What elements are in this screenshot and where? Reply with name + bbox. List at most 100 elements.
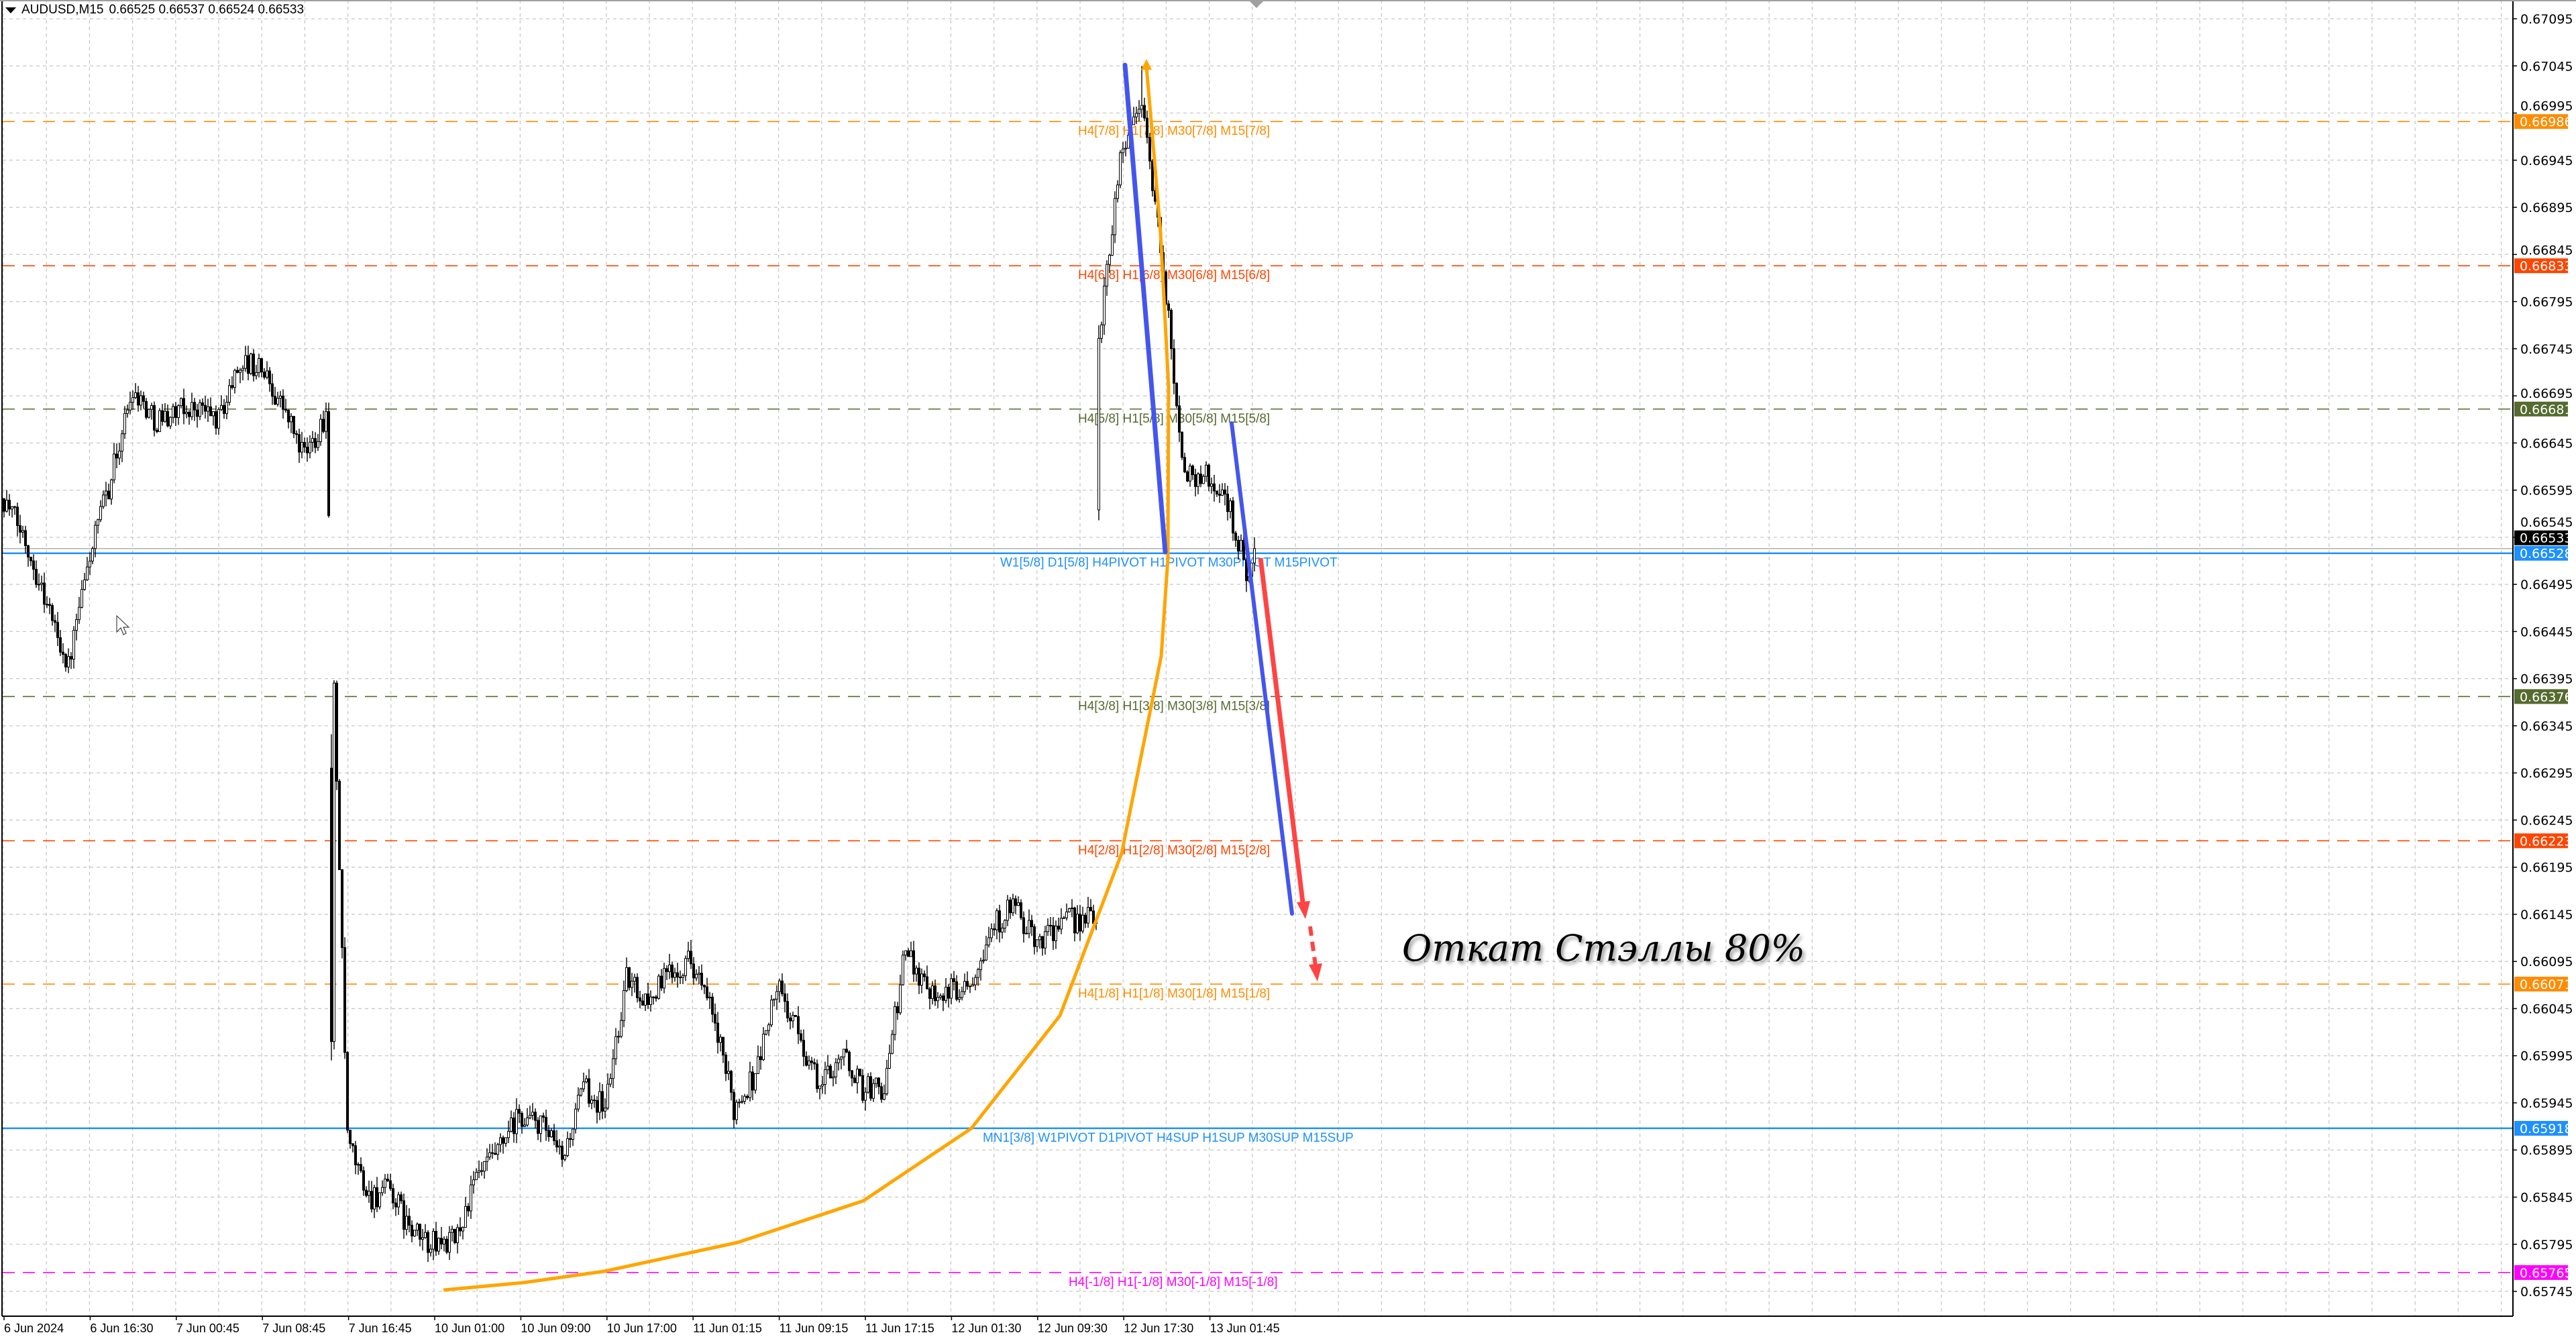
- candle: [290, 413, 292, 433]
- candle: [810, 1057, 813, 1071]
- candle: [357, 1162, 360, 1175]
- candle: [1079, 904, 1081, 941]
- candle: [1232, 496, 1234, 541]
- candle: [314, 432, 317, 453]
- candle: [38, 573, 40, 591]
- candle: [652, 996, 655, 1005]
- candle: [99, 500, 102, 523]
- candle: [832, 1070, 835, 1087]
- candle: [684, 955, 687, 981]
- candle: [1148, 133, 1151, 170]
- candle: [432, 1228, 435, 1261]
- candle: [402, 1193, 405, 1239]
- level-price-badge: 0.66223: [2514, 833, 2573, 849]
- candle: [443, 1236, 445, 1252]
- level-label: H4[2/8] H1[2/8] M30[2/8] M15[2/8]: [1078, 843, 1270, 857]
- candle: [1004, 919, 1006, 933]
- candle: [687, 941, 690, 962]
- level-price-badge: 0.66833: [2514, 258, 2573, 274]
- time-tick-label: 6 Jun 16:30: [90, 1322, 153, 1335]
- level-price-badge: 0.66071: [2514, 976, 2573, 992]
- candle: [590, 1095, 593, 1110]
- candle: [1046, 918, 1049, 936]
- candle: [939, 993, 942, 1000]
- candle: [370, 1181, 373, 1213]
- candle: [1116, 180, 1119, 203]
- time-tick-label: 6 Jun 2024: [4, 1322, 64, 1335]
- candle: [907, 948, 910, 957]
- trend-line-1[interactable]: [1122, 62, 1168, 555]
- candle: [920, 968, 923, 994]
- candle: [722, 1036, 724, 1063]
- price-tick-label: 0.66995: [2520, 99, 2573, 114]
- price-tick-label: 0.66795: [2520, 295, 2573, 310]
- candle: [486, 1148, 488, 1171]
- projection-arrow[interactable]: [1258, 557, 1305, 903]
- candle: [612, 1049, 614, 1089]
- candle: [751, 1066, 754, 1100]
- trend-line-2[interactable]: [1230, 421, 1294, 916]
- candle: [131, 390, 134, 410]
- candle: [660, 969, 663, 992]
- price-axis[interactable]: [2513, 0, 2576, 1339]
- candle: [75, 613, 78, 641]
- candle: [1173, 339, 1175, 394]
- candle: [258, 354, 260, 378]
- candle: [784, 983, 786, 1013]
- candle: [641, 994, 644, 1006]
- price-badge-text: 0.66528: [2520, 547, 2573, 561]
- dropdown-triangle-icon[interactable]: [5, 7, 16, 13]
- candle: [199, 399, 201, 421]
- price-badge-text: 0.65918: [2520, 1122, 2573, 1136]
- candle: [1044, 926, 1046, 955]
- candle: [83, 573, 86, 591]
- candle: [781, 973, 784, 997]
- candle: [1194, 468, 1197, 496]
- candle: [1229, 498, 1232, 519]
- candle: [665, 965, 668, 981]
- candle: [936, 992, 939, 1008]
- candle: [378, 1192, 381, 1210]
- time-tick-label: 7 Jun 16:45: [349, 1322, 412, 1335]
- price-tick-label: 0.65995: [2520, 1049, 2573, 1064]
- orange-curve[interactable]: [443, 66, 1171, 1292]
- time-tick-label: 10 Jun 01:00: [435, 1322, 504, 1335]
- candle: [1014, 895, 1017, 914]
- price-tick-label: 0.66595: [2520, 484, 2573, 498]
- candle: [888, 1045, 891, 1069]
- candle: [558, 1138, 561, 1155]
- level-label: H4[-1/8] H1[-1/8] M30[-1/8] M15[-1/8]: [1069, 1275, 1278, 1289]
- candle: [1087, 896, 1089, 928]
- candle: [118, 443, 121, 465]
- price-badge-text: 0.66681: [2520, 403, 2573, 417]
- candle: [5, 490, 8, 513]
- candle: [561, 1140, 564, 1167]
- candle: [1001, 923, 1004, 939]
- price-tick-label: 0.67045: [2520, 59, 2573, 74]
- chart-shift-marker[interactable]: [1250, 1, 1263, 8]
- candle: [639, 991, 641, 1008]
- candle: [770, 995, 773, 1028]
- candle: [177, 404, 180, 425]
- candle: [1097, 325, 1100, 521]
- candle: [1175, 382, 1178, 409]
- candle: [48, 598, 51, 614]
- candle: [153, 401, 156, 437]
- candle: [40, 576, 43, 592]
- time-axis[interactable]: [0, 1316, 2576, 1339]
- candle: [510, 1110, 513, 1132]
- price-badge-text: 0.65765: [2520, 1266, 2573, 1281]
- candle: [690, 940, 692, 969]
- candle: [926, 965, 928, 989]
- projection-arrow-dashed[interactable]: [1308, 926, 1318, 967]
- candle: [521, 1111, 523, 1134]
- candle: [247, 345, 250, 380]
- candle: [818, 1085, 821, 1100]
- candle: [580, 1087, 582, 1097]
- candle: [1183, 452, 1186, 474]
- candle: [295, 430, 298, 444]
- candle: [421, 1228, 424, 1251]
- candle: [204, 396, 207, 419]
- candle: [566, 1131, 569, 1157]
